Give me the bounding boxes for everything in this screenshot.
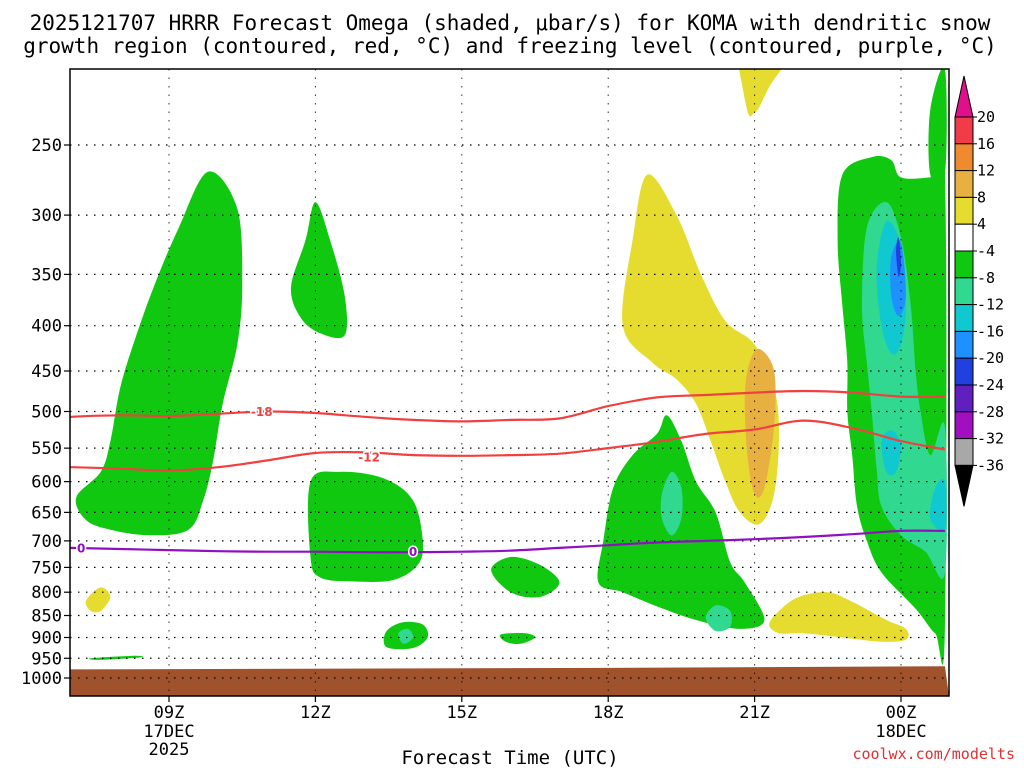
colorbar-label-20: 20 <box>977 108 995 126</box>
colorbar-label-12: 12 <box>977 162 995 180</box>
colorbar: 20 16 12 8 4 -4 -8 -12 -16 -20 -24 -28 -32 -36 <box>954 75 1004 507</box>
colorbar-label--20: -20 <box>977 349 1004 367</box>
colorbar-bin--12--8 <box>954 277 974 306</box>
colorbar-label-8: 8 <box>977 188 986 206</box>
colorbar-label--28: -28 <box>977 403 1004 421</box>
colorbar-bin--16--12 <box>954 304 974 332</box>
colorbar-bin-8-12 <box>954 170 974 198</box>
omega-region-ascent-l <box>660 471 683 536</box>
contour-freezing-level-0 <box>70 529 945 554</box>
colorbar-bottom-arrow <box>954 464 974 507</box>
contour-label-freezing-level-0-0: 0 <box>77 541 85 555</box>
x-tick-sublabel-09Z-1: 2025 <box>149 740 190 760</box>
colorbar-bin-16-20 <box>954 116 974 145</box>
terrain-fill <box>70 666 949 696</box>
plot-frame <box>69 68 950 697</box>
credit-text: coolwx.com/modelts <box>852 745 1015 763</box>
y-tick-label-300: 300 <box>31 206 62 226</box>
y-tick-label-900: 900 <box>31 628 62 648</box>
x-tick-sublabel-09Z-0: 17DEC <box>143 722 194 742</box>
colorbar-label--16: -16 <box>977 322 1004 340</box>
omega-region-descent-e <box>744 348 776 498</box>
omega-region-ascent-n <box>398 628 414 644</box>
colorbar-bin-4-8 <box>954 196 974 225</box>
colorbar-bin--20--16 <box>954 330 974 359</box>
contour-label-freezing-level-0-1: 0 <box>409 545 417 559</box>
title-line-2: growth region (contoured, red, °C) and f… <box>23 34 997 58</box>
omega-region-ascent-m <box>705 605 732 632</box>
colorbar-bin--28--24 <box>954 384 974 413</box>
omega-region-ascent-c <box>307 471 424 582</box>
x-tick-label-00Z: 00Z <box>886 703 917 723</box>
colorbar-bin--8--4 <box>954 250 974 279</box>
y-tick-label-400: 400 <box>31 317 62 337</box>
x-tick-label-21Z: 21Z <box>739 703 770 723</box>
omega-region-ascent-q <box>929 478 947 532</box>
x-axis-label: Forecast Time (UTC) <box>401 747 618 768</box>
x-tick-label-18Z: 18Z <box>593 703 624 723</box>
omega-region-ascent-b <box>290 202 348 339</box>
colorbar-label--12: -12 <box>977 296 1004 314</box>
colorbar-label-16: 16 <box>977 135 995 153</box>
omega-region-ascent-p <box>881 430 902 476</box>
y-tick-label-950: 950 <box>31 649 62 669</box>
contour-label-dgz-minus-12-0: -12 <box>358 451 380 465</box>
omega-region-ascent-a <box>75 171 243 536</box>
colorbar-bin--32--28 <box>954 411 974 440</box>
y-tick-label-750: 750 <box>31 558 62 578</box>
colorbar-label--32: -32 <box>977 430 1004 448</box>
y-tick-label-350: 350 <box>31 265 62 285</box>
x-tick-sublabel-00Z-0: 18DEC <box>875 722 926 742</box>
colorbar-bin--24--20 <box>954 357 974 386</box>
omega-region-ascent-r <box>890 240 906 316</box>
y-tick-label-250: 250 <box>31 136 62 156</box>
y-tick-label-850: 850 <box>31 607 62 627</box>
title: 2025121707 HRRR Forecast Omega (shaded, … <box>23 11 997 58</box>
x-tick-label-09Z: 09Z <box>154 703 185 723</box>
contours: -18 -12 0 0 <box>70 389 946 561</box>
y-tick-label-450: 450 <box>31 362 62 382</box>
colorbar-bin-12-16 <box>954 143 974 172</box>
title-line-1: 2025121707 HRRR Forecast Omega (shaded, … <box>30 11 991 35</box>
omega-region-ascent-e <box>597 415 765 629</box>
contour-label-dgz-minus-18-0: -18 <box>251 405 273 419</box>
y-tick-label-650: 650 <box>31 503 62 523</box>
omega-region-descent-a <box>738 69 782 117</box>
colorbar-label-4: 4 <box>977 215 986 233</box>
omega-region-ascent-s <box>896 237 901 277</box>
colorbar-label--36: -36 <box>977 456 1004 474</box>
omega-region-descent-b <box>622 174 779 525</box>
y-tick-label-600: 600 <box>31 473 62 493</box>
omega-region-ascent-i <box>499 632 536 645</box>
plot-area: -18 -12 0 0 <box>70 69 949 696</box>
y-tick-label-800: 800 <box>31 583 62 603</box>
colorbar-label--8: -8 <box>977 269 995 287</box>
x-tick-label-12Z: 12Z <box>300 703 331 723</box>
x-tick-label-15Z: 15Z <box>446 703 477 723</box>
colorbar-label--4: -4 <box>977 242 995 260</box>
omega-region-ascent-g <box>928 69 947 186</box>
omega-region-descent-d <box>769 592 909 642</box>
y-tick-label-700: 700 <box>31 532 62 552</box>
terrain <box>70 666 949 696</box>
contour-dgz-minus-12 <box>70 419 946 472</box>
y-tick-label-550: 550 <box>31 439 62 459</box>
colorbar-label--24: -24 <box>977 376 1004 394</box>
omega-region-descent-c <box>85 587 111 613</box>
contour-dgz-minus-18 <box>70 389 945 423</box>
colorbar-bin--4-4 <box>954 223 974 252</box>
colorbar-top-arrow <box>954 75 974 118</box>
y-tick-label-500: 500 <box>31 403 62 423</box>
y-axis: 2503003504004505005506006507007508008509… <box>21 136 70 689</box>
y-tick-label-1000: 1000 <box>21 669 62 689</box>
colorbar-bin--36--32 <box>954 438 974 466</box>
